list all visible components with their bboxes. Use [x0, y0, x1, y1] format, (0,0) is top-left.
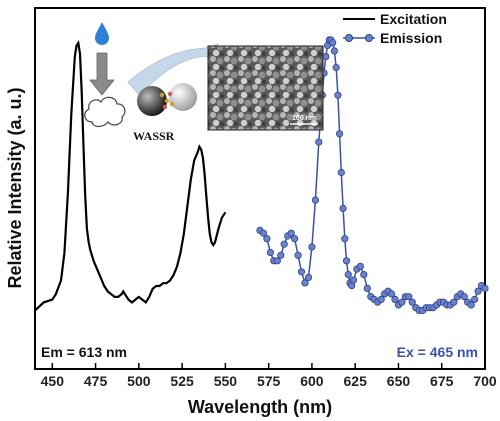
- emission-point: [290, 235, 299, 243]
- emission-point: [266, 248, 274, 257]
- inset-label: WASSR: [133, 129, 175, 143]
- emission-point: [341, 235, 349, 243]
- emission-point: [387, 290, 396, 298]
- x-tick-label: 675: [430, 373, 454, 389]
- emission-point: [342, 257, 351, 265]
- emission-point: [408, 298, 416, 306]
- emission-point: [360, 270, 368, 279]
- x-tick-label: 525: [170, 373, 194, 389]
- plot-frame: [34, 7, 486, 370]
- emission-point: [363, 284, 371, 292]
- emission-point: [377, 295, 385, 303]
- emission-point: [297, 268, 306, 276]
- emission-point: [280, 240, 288, 248]
- legend-emission-marker: [345, 34, 353, 42]
- legend-emission-label: Emission: [380, 30, 442, 46]
- scale-bar-label: 100 nm: [292, 115, 316, 122]
- emission-point: [335, 130, 344, 138]
- down-arrow-icon: [89, 52, 115, 96]
- legend: Excitation Emission: [343, 11, 447, 46]
- y-axis-title: Relative Intensity (a. u.): [5, 87, 25, 288]
- emission-point: [301, 279, 309, 287]
- emission-point: [391, 295, 399, 303]
- x-axis-ticks: 450 475 500 525 550 575 600 625 650 675 700: [41, 363, 497, 389]
- x-tick-label: 650: [387, 373, 411, 389]
- emission-point: [339, 204, 347, 212]
- emission-point: [405, 293, 413, 301]
- emission-point: [450, 298, 458, 306]
- emission-point: [398, 298, 406, 306]
- legend-emission-marker: [365, 34, 373, 42]
- emission-point: [460, 293, 468, 301]
- x-tick-label: 550: [214, 373, 238, 389]
- emission-point: [287, 229, 295, 237]
- x-tick-label: 450: [41, 373, 65, 389]
- x-tick-label: 475: [84, 373, 108, 389]
- emission-point: [349, 276, 358, 284]
- emission-point: [259, 229, 268, 237]
- emission-point: [470, 295, 479, 303]
- emission-point: [330, 47, 338, 55]
- x-tick-label: 500: [127, 373, 151, 389]
- emission-point: [277, 251, 285, 259]
- emission-point: [304, 273, 313, 281]
- emission-point: [273, 257, 281, 265]
- x-tick-label: 600: [300, 373, 324, 389]
- inset-schematic: WASSR 100 nm: [84, 22, 324, 143]
- particle-icon: [159, 92, 165, 98]
- emission-point: [474, 287, 482, 295]
- sem-image: [207, 45, 324, 131]
- emission-point: [311, 196, 319, 204]
- emission-point: [308, 243, 316, 251]
- particle-icon: [167, 91, 173, 97]
- x-tick-label: 625: [344, 373, 368, 389]
- ex-annotation: Ex = 465 nm: [397, 344, 478, 360]
- legend-excitation-label: Excitation: [380, 11, 447, 27]
- emission-point: [467, 301, 475, 309]
- emission-point: [481, 284, 489, 292]
- excitation-line: [34, 40, 227, 312]
- emission-point: [332, 64, 340, 72]
- particle-icon: [169, 101, 175, 107]
- dark-sphere-icon: [137, 86, 167, 116]
- emission-point: [356, 262, 364, 270]
- emission-point: [315, 138, 323, 146]
- em-annotation: Em = 613 nm: [41, 344, 127, 360]
- emission-point: [329, 39, 337, 47]
- particle-icon: [164, 98, 170, 104]
- x-tick-label: 700: [473, 373, 497, 389]
- emission-point: [322, 52, 330, 61]
- water-drop-icon: [95, 22, 109, 45]
- emission-point: [334, 91, 342, 99]
- particle-icon: [162, 104, 168, 110]
- emission-point: [263, 235, 271, 243]
- emission-point: [294, 251, 302, 259]
- x-axis-title: Wavelength (nm): [188, 397, 332, 417]
- cloud-icon: [84, 96, 126, 128]
- emission-point: [344, 270, 352, 279]
- x-tick-label: 575: [257, 373, 281, 389]
- emission-series: [256, 36, 489, 315]
- emission-point: [337, 168, 345, 177]
- light-sphere-icon: [169, 83, 197, 111]
